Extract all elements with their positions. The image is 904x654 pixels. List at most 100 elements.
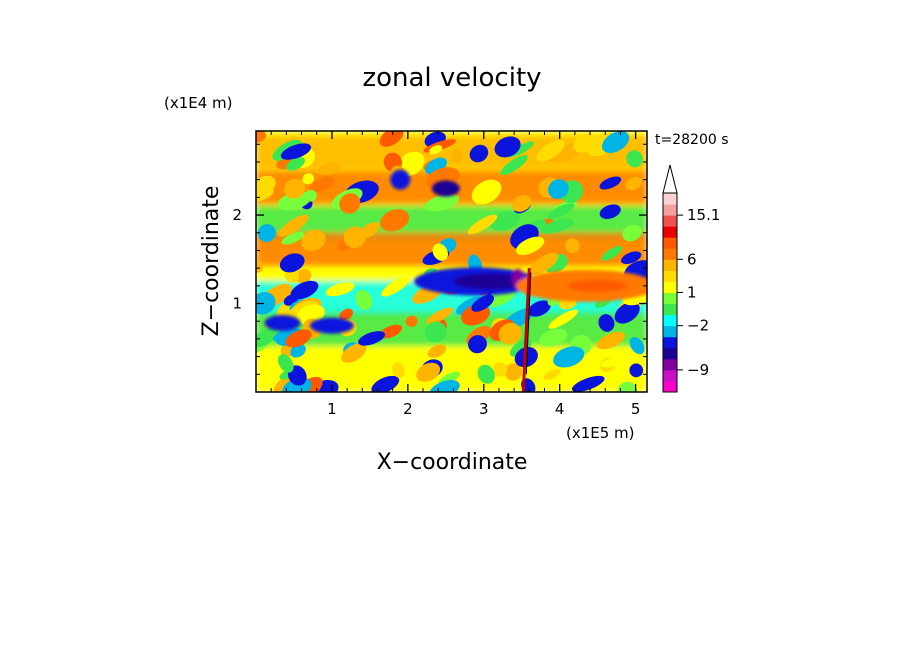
field-blob [504, 363, 522, 381]
field-blob [596, 331, 626, 350]
field-blob [280, 143, 312, 160]
field-blob [565, 238, 580, 254]
field-blob [256, 175, 276, 198]
colorbar-segment [663, 369, 677, 382]
colorbar-segment [663, 259, 677, 271]
field-blob [492, 362, 508, 377]
contour-field [256, 131, 647, 392]
field-blob [515, 236, 545, 256]
field-blob [536, 139, 565, 162]
field-blob [290, 280, 319, 300]
field-blob [310, 176, 335, 192]
field-blob [553, 346, 585, 368]
field-blob [490, 211, 521, 231]
field-blob [468, 335, 487, 354]
field-blob [405, 315, 418, 327]
field-blob [285, 329, 312, 348]
field-blob [571, 375, 605, 392]
z-unit-label: (x1E4 m) [164, 94, 233, 112]
field-blob [281, 231, 305, 245]
colorbar-segment [663, 215, 677, 227]
field-blob [600, 355, 628, 368]
field-blob [547, 203, 575, 219]
colorbar-segment [663, 336, 677, 349]
upper-blob [431, 180, 460, 197]
field-blob [629, 363, 644, 378]
field-blob [599, 204, 621, 219]
field-blob [256, 325, 282, 348]
upper-blob [390, 169, 411, 190]
field-blob [379, 131, 404, 147]
field-blob [598, 314, 615, 332]
colorbar-segment [663, 314, 677, 327]
chart-title: zonal velocity [362, 63, 541, 93]
colorbar-segment [663, 325, 677, 338]
z-tick-label: 2 [232, 206, 242, 224]
colorbar-segment [663, 226, 677, 238]
colorbar-segment [663, 358, 677, 371]
field-blob [358, 331, 386, 346]
field-blob [529, 252, 559, 275]
field-blob [573, 133, 596, 153]
field-blob [295, 268, 312, 284]
field-blob [381, 276, 410, 297]
x-unit-label: (x1E5 m) [566, 424, 635, 442]
field-blob [284, 178, 306, 199]
colorbar-segment [663, 347, 677, 360]
z-axis: 12 [232, 143, 647, 375]
field-blob [528, 300, 551, 317]
field-blob [256, 131, 267, 143]
field-blob [548, 309, 579, 329]
field-blob [371, 375, 400, 392]
shear-line [521, 268, 531, 392]
field-blob [548, 179, 569, 199]
field-blob [432, 243, 449, 261]
colorbar-label: 15.1 [687, 206, 720, 224]
field-blob [599, 176, 622, 190]
x-axis-title: X−coordinate [377, 450, 528, 475]
field-blob [424, 321, 447, 343]
x-axis: 1 2 3 4 5 [270, 131, 641, 418]
field-blob [302, 173, 315, 185]
shear-line-core [525, 272, 532, 375]
field-blob [429, 380, 460, 392]
colorbar-segment [663, 281, 677, 293]
field-blob [471, 179, 502, 205]
z-tick-label: 1 [232, 295, 242, 313]
field-blob [424, 194, 460, 212]
colorbar-label: 1 [687, 284, 697, 302]
field-blob [498, 322, 522, 345]
field-blob [601, 131, 630, 154]
colorbar-segment [663, 204, 677, 216]
field-blob [317, 162, 341, 175]
field-blob [471, 294, 495, 312]
field-blob [614, 301, 640, 324]
field-blob [379, 324, 403, 339]
colorbar-label: −2 [687, 317, 709, 335]
field-blob [494, 136, 521, 158]
x-tick-label: 5 [631, 400, 641, 418]
field-blob [278, 214, 309, 237]
field-blob [416, 362, 441, 382]
field-blob [286, 157, 305, 171]
field-blob [304, 189, 317, 202]
x-tick-label: 4 [555, 400, 565, 418]
plot-frame [255, 130, 648, 393]
y-axis-title: Z−coordinate [199, 186, 224, 337]
field-blob [339, 193, 361, 214]
low-level-blob [309, 317, 354, 334]
x-tick-label: 1 [327, 400, 337, 418]
field-blob [539, 328, 568, 347]
colorbar-segment [663, 193, 677, 205]
colorbar-segment [663, 270, 677, 282]
field-blob [621, 251, 642, 265]
colorbar: 15.1 6 1 −2 −9 [662, 164, 720, 393]
field-blob [500, 155, 528, 175]
field-blob [540, 218, 574, 234]
field-blob [272, 327, 295, 341]
field-blob [467, 214, 498, 235]
field-blob [257, 224, 276, 242]
field-blob [427, 344, 447, 358]
field-blob [426, 307, 454, 325]
field-blob [450, 149, 464, 163]
